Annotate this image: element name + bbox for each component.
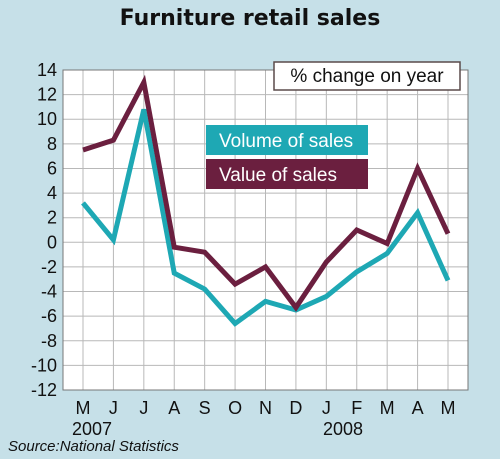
x-tick-label: M <box>441 398 456 418</box>
x-tick-label: D <box>289 398 302 418</box>
x-tick-label: F <box>351 398 362 418</box>
x-tick-label: M <box>380 398 395 418</box>
year-label-2007: 2007 <box>72 419 112 439</box>
source-note: Source:National Statistics <box>8 438 179 455</box>
x-tick-label: N <box>259 398 272 418</box>
y-tick-label: -2 <box>41 257 57 277</box>
x-tick-label: J <box>322 398 331 418</box>
x-tick-label: A <box>412 398 424 418</box>
series-lines <box>81 74 451 327</box>
y-tick-label: -8 <box>41 331 57 351</box>
y-tick-label: -6 <box>41 306 57 326</box>
x-tick-label: O <box>228 398 242 418</box>
y-tick-label: 10 <box>37 109 57 129</box>
y-tick-label: 2 <box>47 208 57 228</box>
x-tick-label: S <box>199 398 211 418</box>
legend-swatch-volume <box>206 125 368 155</box>
unit-label-box: % change on year <box>273 61 461 91</box>
year-label-2008: 2008 <box>323 419 363 439</box>
y-tick-label: 0 <box>47 232 57 252</box>
legend-label-volume: Volume of sales <box>219 131 353 152</box>
legend: Volume of sales Value of sales <box>206 125 368 189</box>
x-tick-label: J <box>109 398 118 418</box>
y-tick-label: 4 <box>47 183 57 203</box>
plot-frame <box>62 69 469 391</box>
x-tick-label: J <box>139 398 148 418</box>
y-tick-label: -12 <box>31 380 57 400</box>
y-tick-label: 12 <box>37 85 57 105</box>
y-tick-label: -4 <box>41 282 57 302</box>
legend-swatch-value <box>206 159 368 189</box>
y-tick-label: 14 <box>37 60 57 80</box>
x-tick-label: M <box>76 398 91 418</box>
x-tick-label: A <box>168 398 180 418</box>
chart-title: Furniture retail sales <box>119 6 381 31</box>
y-tick-label: 8 <box>47 134 57 154</box>
y-tick-label: 6 <box>47 158 57 178</box>
y-tick-labels: 14 12 10 8 6 4 2 0 -2 -4 -6 -8 -10 -12 <box>31 60 57 400</box>
grid <box>62 69 469 391</box>
y-tick-label: -10 <box>31 355 57 375</box>
legend-label-value: Value of sales <box>219 165 337 186</box>
unit-label: % change on year <box>290 66 444 87</box>
